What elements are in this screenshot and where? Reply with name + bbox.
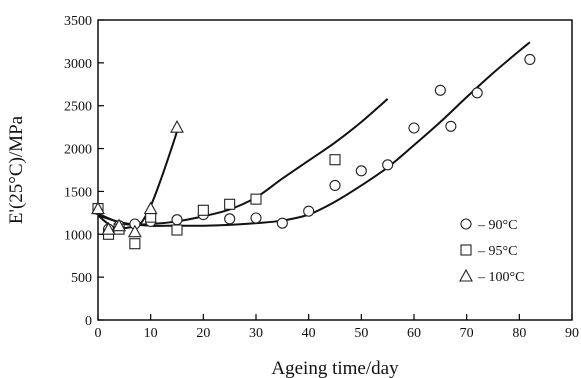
data-point-circle bbox=[250, 212, 262, 224]
data-point-circle bbox=[355, 165, 367, 177]
data-point-triangle bbox=[101, 221, 116, 235]
data-point-square bbox=[129, 238, 141, 250]
data-point-circle bbox=[434, 84, 446, 96]
data-point-circle bbox=[303, 205, 315, 217]
x-tick-label: 60 bbox=[407, 326, 421, 341]
legend-label: – 95°C bbox=[477, 244, 517, 259]
data-point-triangle bbox=[143, 201, 158, 215]
data-point-circle bbox=[524, 53, 536, 65]
x-tick-label: 90 bbox=[565, 326, 579, 341]
data-markers bbox=[91, 53, 536, 250]
y-tick-label: 2000 bbox=[64, 143, 92, 158]
y-tick-label: 1500 bbox=[64, 185, 92, 200]
data-point-circle bbox=[329, 179, 341, 191]
y-tick-label: 0 bbox=[85, 314, 92, 329]
y-axis-title: E'(25°C)/MPa bbox=[6, 115, 27, 224]
data-point-triangle bbox=[112, 218, 126, 232]
y-tick-label: 3500 bbox=[64, 14, 92, 29]
plot-border bbox=[97, 19, 573, 321]
x-tick-label: 40 bbox=[302, 326, 316, 341]
y-tick-label: 1000 bbox=[64, 228, 92, 243]
data-point-triangle bbox=[91, 201, 105, 215]
y-tick-label: 500 bbox=[71, 271, 92, 286]
x-tick-label: 70 bbox=[460, 326, 474, 341]
data-point-circle bbox=[171, 214, 183, 226]
data-point-square bbox=[197, 204, 209, 216]
x-tick-label: 0 bbox=[95, 326, 102, 341]
data-point-circle bbox=[276, 217, 288, 229]
x-axis: 0 10 20 30 40 50 60 70 80 90 bbox=[95, 314, 579, 341]
x-axis-title: Ageing time/day bbox=[271, 358, 399, 378]
legend: – 90°C – 95°C – 100°C bbox=[459, 218, 524, 285]
y-tick-label: 2500 bbox=[64, 100, 92, 115]
data-point-circle bbox=[382, 159, 394, 171]
x-tick-label: 50 bbox=[354, 326, 368, 341]
data-point-circle bbox=[471, 87, 483, 99]
data-point-circle bbox=[445, 120, 457, 132]
x-tick-label: 30 bbox=[249, 326, 263, 341]
x-tick-label: 20 bbox=[196, 326, 210, 341]
legend-label: – 90°C bbox=[477, 218, 517, 233]
data-point-square bbox=[171, 224, 183, 236]
x-tick-label: 10 bbox=[144, 326, 158, 341]
x-tick-label: 80 bbox=[512, 326, 526, 341]
y-axis: 0 500 1000 1500 2000 2500 3000 3500 bbox=[64, 14, 104, 329]
legend-label: – 100°C bbox=[477, 270, 524, 285]
y-tick-label: 3000 bbox=[64, 57, 92, 72]
legend-marker-circle bbox=[460, 218, 472, 230]
legend-marker-square bbox=[460, 244, 472, 256]
legend-marker-triangle bbox=[459, 268, 473, 282]
data-point-triangle bbox=[170, 119, 184, 133]
data-point-circle bbox=[408, 122, 420, 134]
data-point-square bbox=[329, 154, 341, 166]
data-point-square bbox=[224, 198, 236, 210]
plot-area bbox=[97, 19, 573, 321]
data-point-triangle bbox=[127, 224, 142, 238]
data-point-square bbox=[250, 193, 262, 205]
data-point-circle bbox=[224, 213, 236, 225]
